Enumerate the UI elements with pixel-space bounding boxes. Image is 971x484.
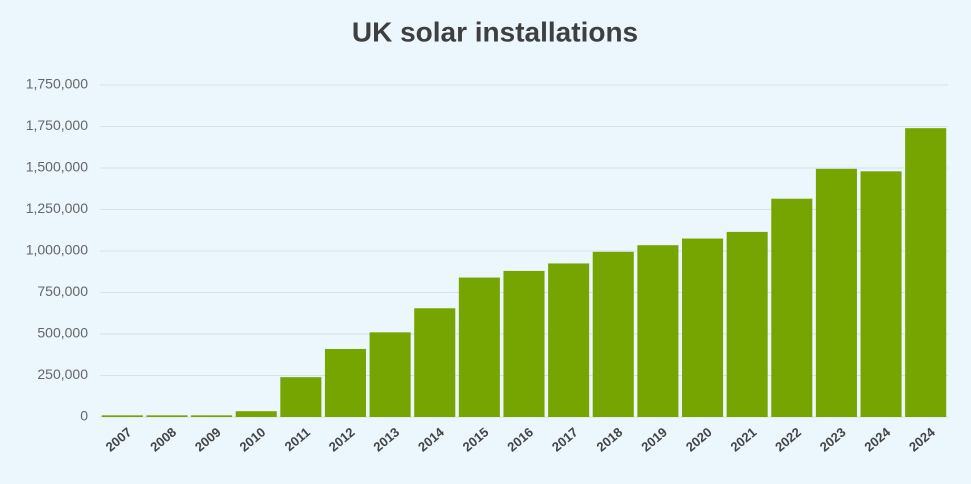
bar [235,411,277,417]
y-tick-label: 1,000,000 [26,242,88,258]
bar [101,415,143,417]
bar [637,245,679,417]
bar [726,231,768,417]
bar [414,308,456,417]
bar [324,348,367,417]
bar [280,377,322,417]
bar [815,168,857,417]
y-tick-label: 0 [80,408,88,424]
bar [860,171,902,417]
bar [458,277,500,417]
y-tick-label: 1,500,000 [26,159,88,175]
bar [771,198,813,417]
bar [503,270,545,417]
chart-title: UK solar installations [352,16,638,47]
y-tick-label: 500,000 [37,325,88,341]
y-tick-label: 1,750,000 [26,117,88,133]
bar [191,415,233,417]
bar [681,238,724,417]
y-tick-label: 1,250,000 [26,200,88,216]
bar [905,128,947,417]
bar [369,332,411,417]
bar [592,251,634,417]
bar [548,263,590,417]
y-tick-label: 1,750,000 [26,76,88,92]
y-tick-label: 750,000 [37,283,88,299]
bar [146,415,188,417]
y-tick-label: 250,000 [37,366,88,382]
